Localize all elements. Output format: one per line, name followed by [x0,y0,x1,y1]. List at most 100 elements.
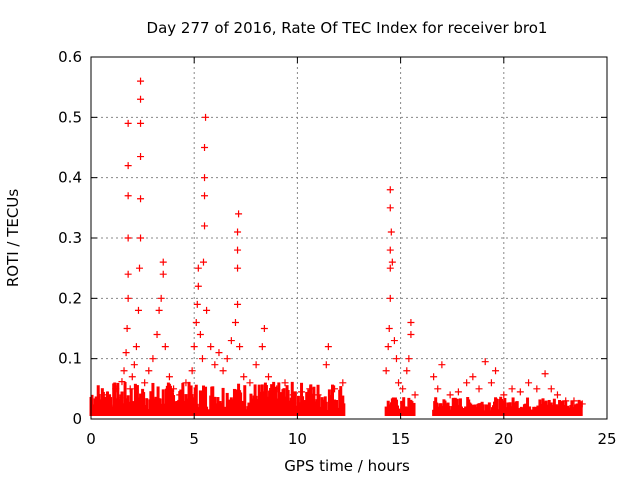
data-point [130,361,138,369]
x-tick-label: 15 [391,430,410,448]
data-point [159,258,167,266]
axis-ticks [90,56,608,420]
data-point [331,385,339,393]
data-point [407,318,415,326]
data-point [128,373,136,381]
data-point [153,331,161,339]
data-point [469,373,477,381]
data-point [236,343,244,351]
data-point [137,95,145,103]
data-point [201,144,209,151]
data-point [182,379,190,387]
data-point [500,391,508,399]
data-point [475,385,483,393]
data-point [198,355,206,363]
data-point [112,385,120,393]
data-point [339,379,347,387]
x-tick-label: 25 [597,430,616,448]
data-point [122,349,130,357]
data-point [454,388,462,396]
data-points [91,77,586,416]
data-point [165,373,173,381]
y-tick-label: 0.2 [58,289,82,307]
data-point [390,337,398,345]
data-point [395,379,403,387]
data-point [387,228,395,236]
data-point [289,391,297,399]
data-point [137,195,145,203]
data-point [562,397,570,405]
data-point [385,325,393,332]
data-point [149,355,157,363]
data-point [392,355,400,363]
x-tick-label: 20 [494,430,513,448]
data-point [134,306,142,314]
data-point [141,379,149,387]
data-point [481,358,489,366]
data-point [235,210,243,218]
data-point [386,186,394,194]
data-point [161,343,169,351]
data-point [202,113,210,121]
data-point [508,385,516,393]
data-point [155,306,163,314]
data-point [234,264,242,272]
data-point [298,388,306,396]
data-point [314,391,322,399]
data-point [252,361,260,369]
data-point [201,222,209,230]
data-point [137,77,145,85]
data-point [399,385,407,393]
data-point [386,294,394,302]
y-tick-label: 0.5 [58,108,82,126]
data-point [324,343,332,351]
data-point [227,337,235,345]
data-point [137,153,145,161]
data-point [157,294,165,302]
data-point [199,258,207,266]
data-point [234,228,242,236]
x-tick-labels: 0 5 10 15 20 25 [86,430,616,448]
data-point [446,391,454,399]
data-point [265,373,273,381]
data-point [159,270,167,278]
data-point [388,258,396,266]
data-point [104,391,112,399]
data-point [463,379,471,387]
data-point [124,234,132,242]
data-point [258,343,266,351]
data-point [246,379,254,387]
data-point [201,174,209,182]
x-axis-label: GPS time / hours [284,457,410,475]
data-point [207,343,215,351]
x-tick-label: 10 [288,430,307,448]
data-point [137,119,145,127]
y-tick-label: 0.4 [58,169,82,187]
data-point [193,300,201,308]
data-point [108,404,116,412]
data-point [223,355,231,363]
data-point [124,119,132,127]
data-point [411,391,419,399]
data-point [578,400,586,408]
data-point [570,397,578,405]
data-point [124,162,132,170]
data-point [201,192,209,200]
data-point [516,388,524,396]
data-point [322,361,330,369]
data-point [525,379,533,387]
data-point [137,234,145,242]
data-point [120,367,128,375]
data-point [438,361,446,369]
data-point [240,373,248,381]
data-point [492,367,500,375]
x-tick-label: 5 [189,430,199,448]
data-point [434,385,442,393]
data-point [234,300,242,308]
data-point [176,391,184,399]
data-point [170,385,178,393]
data-point [145,367,153,375]
data-point [118,378,126,386]
data-point [192,318,200,326]
data-point [194,282,202,290]
